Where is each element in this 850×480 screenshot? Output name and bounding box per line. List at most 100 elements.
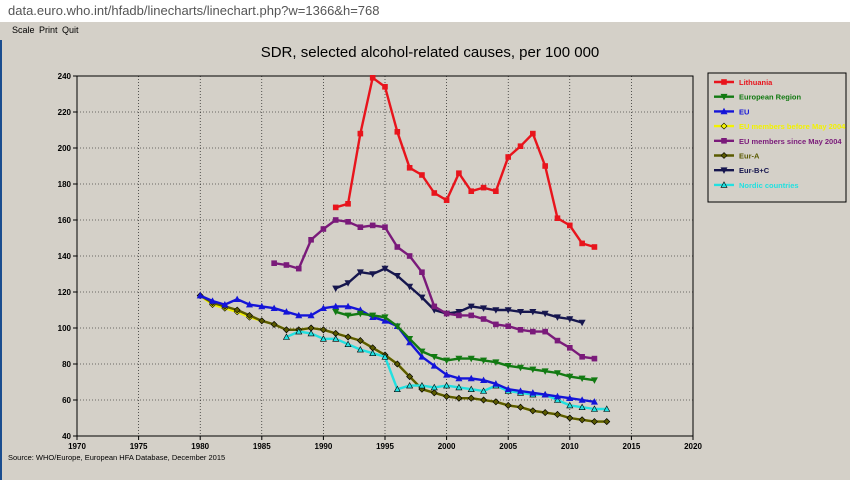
legend-label: Eur-B+C bbox=[739, 166, 770, 175]
address-url[interactable]: data.euro.who.int/hfadb/linecharts/linec… bbox=[8, 3, 380, 18]
legend-label: EU bbox=[739, 107, 749, 116]
y-tick-label: 240 bbox=[58, 72, 72, 81]
legend-label: Lithuania bbox=[739, 78, 773, 87]
data-point bbox=[530, 328, 536, 335]
legend-swatch-marker bbox=[721, 79, 727, 85]
y-tick-label: 80 bbox=[62, 360, 71, 369]
legend-label: Nordic countries bbox=[739, 181, 799, 190]
data-point bbox=[431, 190, 438, 196]
data-point bbox=[344, 280, 352, 287]
y-tick-label: 160 bbox=[58, 216, 72, 225]
data-point bbox=[492, 307, 500, 314]
x-tick-label: 2000 bbox=[438, 442, 456, 450]
data-point bbox=[505, 323, 512, 330]
data-point bbox=[566, 316, 574, 323]
y-tick-label: 180 bbox=[58, 180, 72, 189]
data-point bbox=[566, 344, 573, 351]
data-point bbox=[529, 308, 537, 316]
x-tick-label: 2010 bbox=[561, 442, 579, 450]
y-tick-label: 220 bbox=[58, 108, 72, 117]
data-point bbox=[553, 392, 561, 400]
data-point bbox=[282, 308, 290, 315]
data-point bbox=[443, 310, 450, 317]
data-point bbox=[356, 345, 364, 353]
data-point bbox=[295, 265, 302, 272]
data-point bbox=[369, 74, 376, 81]
data-point bbox=[603, 418, 611, 426]
data-point bbox=[332, 217, 339, 223]
data-point bbox=[282, 333, 290, 340]
legend-item: EU members since May 2004 bbox=[714, 137, 842, 146]
menu-scale[interactable]: Scale bbox=[12, 25, 35, 35]
data-point bbox=[467, 385, 475, 393]
series-eu-members-since-may-2004 bbox=[271, 217, 598, 362]
data-point bbox=[418, 381, 426, 389]
data-point bbox=[468, 312, 475, 319]
data-point bbox=[344, 312, 352, 320]
data-point bbox=[517, 364, 525, 372]
data-point bbox=[541, 310, 549, 318]
menu-quit[interactable]: Quit bbox=[62, 25, 79, 35]
data-point bbox=[480, 316, 487, 322]
data-point bbox=[504, 307, 512, 314]
data-point bbox=[456, 312, 462, 319]
data-point bbox=[283, 326, 290, 334]
source-note: Source: WHO/Europe, European HFA Databas… bbox=[8, 453, 226, 462]
y-tick-label: 60 bbox=[62, 396, 71, 405]
data-point bbox=[245, 300, 253, 308]
data-point bbox=[418, 294, 426, 302]
series-eur-a bbox=[196, 292, 611, 426]
data-point bbox=[591, 244, 598, 250]
chart-title: SDR, selected alcohol-related causes, pe… bbox=[261, 44, 600, 61]
x-tick-label: 2005 bbox=[499, 442, 517, 450]
data-point bbox=[443, 371, 451, 378]
data-point bbox=[566, 401, 574, 409]
data-point bbox=[578, 403, 586, 411]
data-point bbox=[455, 355, 463, 363]
data-point bbox=[480, 376, 488, 384]
data-point bbox=[542, 163, 548, 169]
data-point bbox=[344, 333, 352, 341]
data-point bbox=[307, 329, 315, 337]
legend-item: Nordic countries bbox=[714, 181, 799, 190]
data-point bbox=[258, 302, 266, 310]
series-european-region bbox=[332, 308, 598, 384]
data-point bbox=[233, 306, 241, 314]
data-point bbox=[406, 283, 414, 291]
legend-swatch-marker bbox=[720, 181, 728, 188]
data-point bbox=[480, 387, 488, 394]
menu-print[interactable]: Print bbox=[39, 25, 58, 35]
legend-item: EU members before May 2004 bbox=[714, 122, 846, 131]
data-point bbox=[517, 308, 525, 316]
chart-series bbox=[196, 74, 611, 426]
data-point bbox=[480, 184, 487, 191]
x-tick-label: 1990 bbox=[315, 442, 333, 450]
data-point bbox=[406, 165, 413, 171]
data-point bbox=[590, 398, 598, 405]
data-point bbox=[517, 403, 524, 411]
data-point bbox=[246, 311, 253, 319]
data-point bbox=[270, 320, 278, 328]
data-point bbox=[566, 394, 574, 402]
data-point bbox=[394, 244, 401, 250]
data-point bbox=[209, 297, 217, 304]
data-point bbox=[369, 222, 376, 229]
data-point bbox=[505, 154, 512, 160]
data-point bbox=[196, 291, 204, 299]
data-point bbox=[566, 373, 574, 381]
address-bar[interactable]: data.euro.who.int/hfadb/linecharts/linec… bbox=[0, 0, 850, 23]
data-point bbox=[221, 300, 229, 308]
data-point bbox=[542, 328, 548, 335]
data-point bbox=[504, 362, 512, 370]
data-point bbox=[554, 410, 561, 418]
legend-label: Eur-A bbox=[739, 152, 760, 161]
data-point bbox=[493, 321, 499, 328]
data-point bbox=[443, 357, 451, 365]
data-point bbox=[393, 323, 401, 330]
data-point bbox=[590, 377, 598, 384]
data-point bbox=[590, 405, 598, 412]
data-point bbox=[467, 355, 475, 363]
data-point bbox=[455, 374, 463, 382]
data-point bbox=[480, 357, 488, 365]
series-eu-members-before-may-2004 bbox=[196, 292, 611, 426]
